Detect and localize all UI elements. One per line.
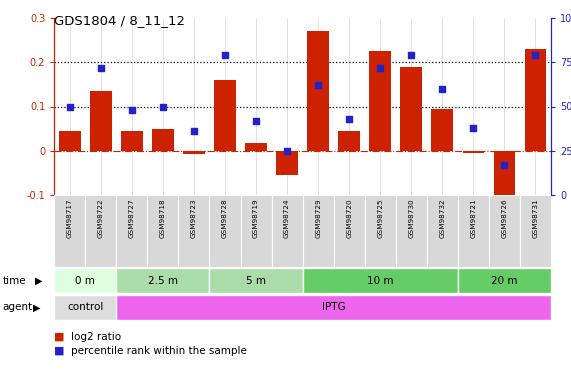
Text: ▶: ▶ <box>35 276 43 285</box>
Bar <box>214 80 236 151</box>
Bar <box>339 131 360 151</box>
Bar <box>432 109 453 151</box>
Bar <box>427 195 458 267</box>
Bar <box>59 131 81 151</box>
Text: GSM98719: GSM98719 <box>253 199 259 238</box>
Point <box>96 64 106 70</box>
Text: GSM98729: GSM98729 <box>315 199 321 238</box>
Text: GSM98721: GSM98721 <box>471 199 476 238</box>
Bar <box>400 67 422 151</box>
Bar <box>520 195 551 267</box>
Bar <box>245 143 267 151</box>
Bar <box>303 268 458 293</box>
Bar <box>183 151 205 154</box>
Bar <box>458 268 551 293</box>
Text: 20 m: 20 m <box>491 276 518 285</box>
Text: GSM98718: GSM98718 <box>160 199 166 238</box>
Point <box>407 52 416 58</box>
Bar <box>369 51 391 151</box>
Point <box>190 128 199 134</box>
Text: GSM98724: GSM98724 <box>284 199 290 238</box>
Point <box>158 104 167 110</box>
Bar <box>463 151 484 153</box>
Bar <box>365 195 396 267</box>
Point <box>438 86 447 92</box>
Text: ■: ■ <box>54 332 65 342</box>
Bar <box>121 131 143 151</box>
Text: log2 ratio: log2 ratio <box>71 332 122 342</box>
Text: IPTG: IPTG <box>322 303 345 312</box>
Bar <box>525 49 546 151</box>
Bar <box>54 195 85 267</box>
Text: ■: ■ <box>54 346 65 356</box>
Bar <box>240 195 272 267</box>
Bar <box>396 195 427 267</box>
Point <box>251 118 260 124</box>
Text: GSM98731: GSM98731 <box>533 199 538 238</box>
Text: time: time <box>3 276 26 285</box>
Bar <box>54 268 116 293</box>
Point <box>376 64 385 70</box>
Text: GSM98720: GSM98720 <box>346 199 352 238</box>
Point <box>220 52 230 58</box>
Bar <box>210 195 240 267</box>
Bar <box>272 195 303 267</box>
Point <box>127 107 136 113</box>
Text: 2.5 m: 2.5 m <box>148 276 178 285</box>
Point <box>469 125 478 131</box>
Text: GSM98725: GSM98725 <box>377 199 383 238</box>
Point <box>313 82 323 88</box>
Text: GSM98717: GSM98717 <box>67 199 73 238</box>
Bar <box>458 195 489 267</box>
Bar <box>489 195 520 267</box>
Text: control: control <box>67 303 103 312</box>
Bar <box>307 31 329 151</box>
Text: ▶: ▶ <box>33 303 41 312</box>
Text: 10 m: 10 m <box>367 276 393 285</box>
Text: GSM98732: GSM98732 <box>439 199 445 238</box>
Bar <box>147 195 178 267</box>
Bar <box>210 268 303 293</box>
Text: percentile rank within the sample: percentile rank within the sample <box>71 346 247 356</box>
Bar <box>116 195 147 267</box>
Point <box>345 116 354 122</box>
Text: GDS1804 / 8_11_12: GDS1804 / 8_11_12 <box>54 14 185 27</box>
Text: GSM98723: GSM98723 <box>191 199 197 238</box>
Text: 5 m: 5 m <box>246 276 266 285</box>
Bar <box>85 195 116 267</box>
Text: GSM98727: GSM98727 <box>129 199 135 238</box>
Point <box>283 148 292 154</box>
Bar <box>276 151 298 175</box>
Bar <box>152 129 174 151</box>
Text: GSM98730: GSM98730 <box>408 199 415 238</box>
Bar <box>493 151 515 195</box>
Text: GSM98726: GSM98726 <box>501 199 508 238</box>
Bar <box>178 195 210 267</box>
Bar <box>116 268 210 293</box>
Text: agent: agent <box>3 303 33 312</box>
Point <box>500 162 509 168</box>
Point <box>65 104 74 110</box>
Bar <box>116 295 551 320</box>
Text: 0 m: 0 m <box>75 276 95 285</box>
Text: GSM98728: GSM98728 <box>222 199 228 238</box>
Point <box>531 52 540 58</box>
Bar <box>54 295 116 320</box>
Bar <box>90 91 112 151</box>
Bar <box>333 195 365 267</box>
Bar <box>303 195 333 267</box>
Text: GSM98722: GSM98722 <box>98 199 104 238</box>
